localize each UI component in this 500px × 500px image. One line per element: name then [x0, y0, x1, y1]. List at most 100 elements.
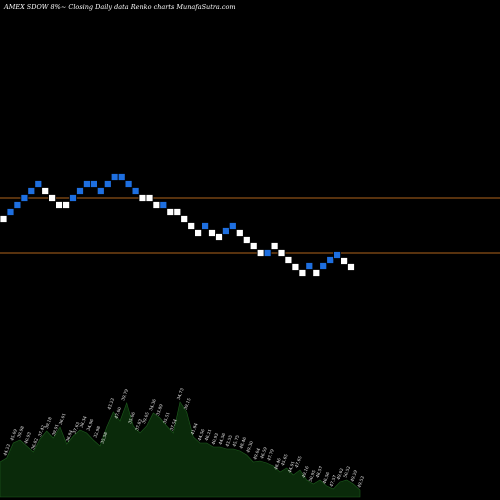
volume-label-16: 47.00	[113, 406, 122, 419]
renko-brick-27	[187, 222, 196, 230]
renko-brick-47	[326, 256, 335, 264]
volume-label-8: 36.01	[58, 412, 67, 425]
renko-brick-15	[103, 180, 112, 188]
volume-label-34: 48.46	[238, 436, 247, 449]
volume-label-41: 44.91	[287, 460, 296, 473]
volume-label-46: 46.56	[322, 471, 331, 484]
renko-brick-49	[340, 257, 349, 265]
renko-brick-39	[270, 242, 279, 250]
volume-label-0: 44.23	[2, 443, 11, 456]
volume-label-36: 49.04	[252, 447, 261, 460]
renko-brick-38	[263, 249, 272, 257]
renko-brick-20	[138, 194, 147, 202]
volume-label-50: 49.29	[349, 469, 358, 482]
volume-label-25: 34.73	[176, 387, 185, 400]
renko-brick-45	[312, 269, 321, 277]
volume-label-5: 37.42	[37, 424, 46, 437]
volume-label-20: 39.05	[141, 411, 150, 424]
renko-brick-1	[6, 208, 15, 216]
volume-label-49: 50.52	[342, 465, 351, 478]
renko-brick-16	[110, 173, 119, 181]
level-lines	[0, 197, 500, 254]
renko-brick-17	[117, 173, 126, 181]
renko-brick-29	[201, 222, 210, 230]
volume-label-37: 46.59	[259, 446, 268, 459]
renko-brick-28	[194, 229, 203, 237]
renko-brick-32	[221, 227, 230, 235]
renko-brick-22	[152, 201, 161, 209]
volume-label-29: 46.21	[204, 428, 213, 441]
volume-area-path	[0, 401, 361, 498]
renko-brick-2	[13, 201, 22, 209]
renko-brick-6	[41, 187, 50, 195]
volume-label-43: 49.16	[301, 465, 310, 478]
volume-label-13: 32.98	[92, 425, 101, 438]
renko-brick-43	[298, 269, 307, 277]
renko-bricks	[0, 173, 355, 277]
volume-label-38: 47.79	[266, 448, 275, 461]
volume-label-45: 48.57	[315, 465, 324, 478]
renko-brick-4	[27, 187, 36, 195]
renko-brick-37	[256, 249, 265, 257]
renko-brick-19	[131, 187, 140, 195]
volume-label-1: 45.09	[9, 428, 18, 441]
volume-label-14: 35.58	[99, 431, 108, 444]
renko-brick-7	[48, 194, 56, 202]
renko-brick-21	[145, 194, 154, 202]
renko-brick-18	[124, 180, 133, 188]
volume-label-40: 45.65	[280, 453, 289, 466]
volume-label-30: 40.93	[210, 432, 219, 445]
volume-label-19: 37.83	[134, 418, 143, 431]
volume-label-4: 36.82	[30, 437, 39, 450]
volume-label-35: 49.30	[245, 440, 254, 453]
volume-label-28: 44.56	[197, 428, 206, 441]
renko-brick-26	[180, 215, 189, 223]
volume-label-47: 47.57	[328, 474, 337, 487]
volume-label-27: 41.84	[190, 422, 199, 435]
volume-label-23: 35.51	[162, 411, 171, 424]
volume-label-44: 50.95	[308, 469, 317, 482]
renko-brick-48	[333, 251, 342, 259]
renko-brick-25	[173, 208, 182, 216]
renko-brick-34	[235, 229, 244, 237]
renko-brick-13	[90, 180, 98, 188]
volume-label-12: 34.96	[86, 418, 95, 431]
volume-label-31: 44.56	[217, 432, 226, 445]
renko-brick-50	[347, 263, 355, 271]
renko-brick-24	[166, 208, 175, 216]
renko-brick-8	[55, 201, 63, 209]
renko-brick-14	[96, 187, 105, 195]
renko-brick-3	[20, 194, 29, 202]
renko-brick-36	[249, 242, 258, 250]
volume-label-39: 48.46	[273, 457, 282, 470]
volume-label-26: 39.15	[183, 397, 192, 410]
renko-brick-33	[228, 222, 237, 230]
volume-label-18: 35.06	[127, 411, 136, 424]
volume-label-6: 39.18	[44, 416, 53, 429]
renko-brick-0	[0, 215, 8, 223]
volume-area	[0, 401, 361, 498]
volume-label-48: 49.02	[335, 467, 344, 480]
volume-label-10: 37.63	[72, 421, 81, 434]
renko-brick-5	[34, 180, 43, 188]
renko-brick-41	[284, 256, 293, 264]
renko-brick-35	[242, 236, 251, 244]
volume-label-9: 36.84	[65, 429, 74, 442]
volume-label-51: 49.53	[356, 475, 365, 488]
renko-brick-30	[208, 229, 216, 237]
volume-label-17: 39.79	[120, 388, 129, 401]
volume-label-32: 43.55	[224, 434, 233, 447]
renko-brick-9	[62, 201, 70, 209]
renko-brick-10	[69, 194, 77, 202]
volume-label-42: 47.65	[294, 455, 303, 468]
renko-brick-40	[277, 249, 286, 257]
volume-label-2: 39.98	[16, 425, 25, 438]
renko-brick-31	[215, 233, 223, 241]
volume-label-15: 43.23	[106, 397, 115, 410]
volume-label-11: 38.34	[79, 415, 88, 428]
volume-label-33: 45.75	[231, 434, 240, 447]
volume-label-7: 39.91	[51, 423, 60, 436]
